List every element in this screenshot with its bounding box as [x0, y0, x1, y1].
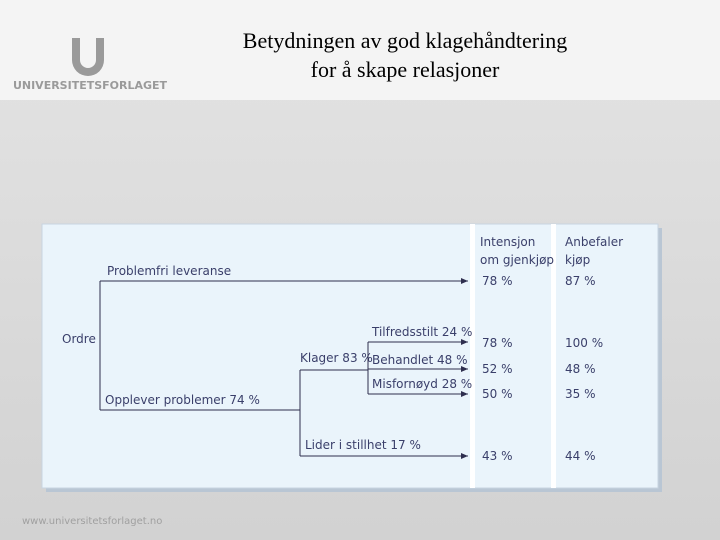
footer-url: www.universitetsforlaget.no — [22, 516, 162, 527]
logo-icon — [72, 38, 104, 76]
branch-label: Behandlet 48 % — [372, 353, 468, 367]
value-cell: 43 % — [482, 449, 513, 463]
column-header: Anbefaler — [565, 235, 623, 249]
branch-label: Lider i stillhet 17 % — [305, 438, 421, 452]
branch-label: Klager 83 % — [300, 351, 373, 365]
value-cell: 44 % — [565, 449, 596, 463]
value-cell: 50 % — [482, 387, 513, 401]
logo: UNIVERSITETSFORLAGET — [13, 38, 168, 92]
value-cell: 52 % — [482, 362, 513, 376]
value-cell: 87 % — [565, 274, 596, 288]
header-band — [0, 0, 720, 100]
column-header: Intensjon — [480, 235, 535, 249]
column-header: kjøp — [565, 253, 590, 267]
title-line: for å skape relasjoner — [311, 57, 500, 82]
tree-lines — [99, 278, 468, 459]
column-header: om gjenkjøp — [480, 253, 554, 267]
column-divider — [551, 224, 556, 488]
root-label: Ordre — [62, 332, 96, 346]
value-cell: 48 % — [565, 362, 596, 376]
branch-label: Tilfredsstilt 24 % — [371, 325, 472, 339]
value-cell: 35 % — [565, 387, 596, 401]
value-cell: 78 % — [482, 274, 513, 288]
value-cell: 100 % — [565, 336, 603, 350]
column-divider — [470, 224, 475, 488]
branch-label: Opplever problemer 74 % — [105, 393, 260, 407]
values: 78 % 87 % 78 % 100 % 52 % 48 % 50 % 35 % 43 % 44 … — [482, 274, 603, 463]
branch-label: Problemfri leveranse — [107, 264, 231, 278]
branch-label: Misfornøyd 28 % — [372, 377, 472, 391]
value-cell: 78 % — [482, 336, 513, 350]
logo-text: UNIVERSITETSFORLAGET — [13, 79, 168, 92]
title-line: Betydningen av god klagehåndtering — [243, 28, 567, 53]
